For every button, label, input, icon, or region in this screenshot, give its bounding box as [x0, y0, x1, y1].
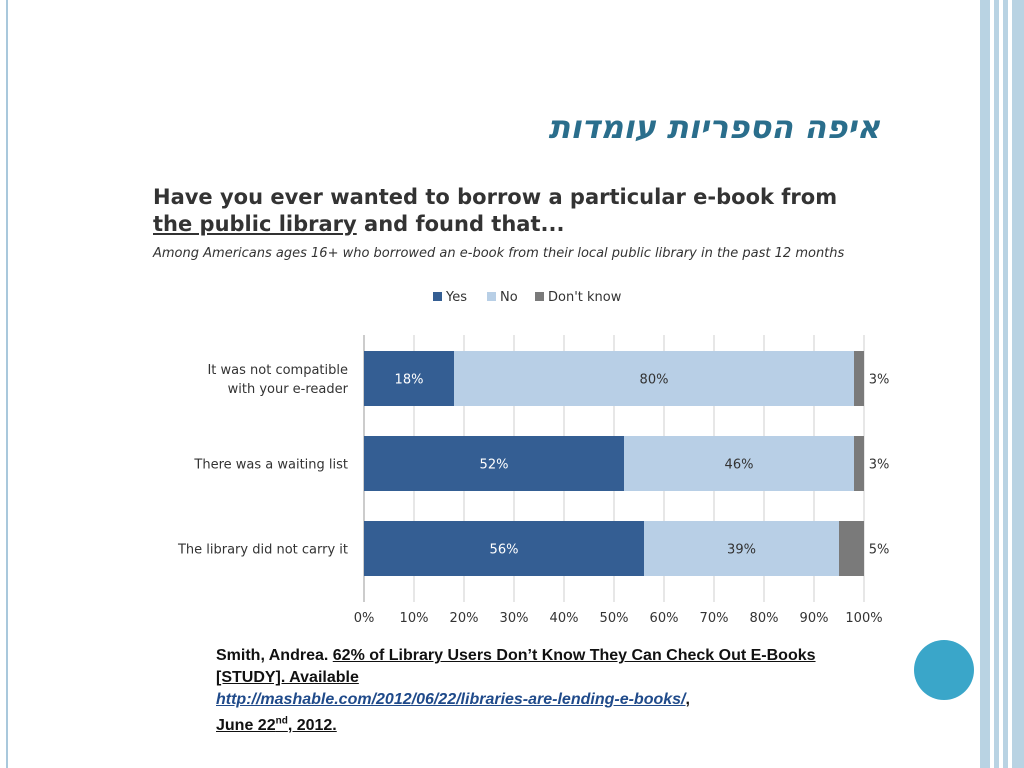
citation-link[interactable]: http://mashable.com/2012/06/22/libraries… [216, 691, 686, 708]
x-tick-label: 60% [650, 611, 679, 626]
bar-segment [364, 351, 454, 406]
legend-swatch [535, 292, 544, 301]
chart-title-underlined: the public library [153, 212, 357, 236]
data-label: 80% [640, 373, 669, 388]
legend-swatch [433, 292, 442, 301]
data-label: 3% [869, 373, 890, 388]
legend-label: Don't know [548, 290, 622, 305]
data-label: 5% [869, 543, 890, 558]
legend-swatch [487, 292, 496, 301]
citation-date: June 22nd, 2012. [216, 716, 337, 735]
bar-segment [454, 351, 854, 406]
stacked-bar-chart: Yes No Don't know 0% 10% 20% 30% 40% 50% 60% 70% 80… [177, 290, 890, 626]
x-tick-label: 40% [550, 611, 579, 626]
citation-author: Smith, Andrea [216, 647, 324, 664]
legend-label: No [500, 290, 518, 305]
x-tick-label: 0% [354, 611, 375, 626]
chart-title-before: Have you ever wanted to borrow a particu… [153, 185, 838, 209]
citation: Smith, Andrea. 62% of Library Users Don’… [216, 647, 816, 735]
bar-segment [854, 351, 864, 406]
data-label: 56% [490, 543, 519, 558]
slide-frame-right-stripes [976, 0, 1024, 768]
x-tick-label: 20% [450, 611, 479, 626]
category-label: It was not compatible with your e-reader [207, 363, 348, 397]
data-label: 52% [480, 458, 509, 473]
legend-label: Yes [445, 290, 467, 305]
chart-title-after: and found that... [356, 212, 565, 236]
bar-segment [364, 521, 644, 576]
bar-segment [854, 436, 864, 491]
x-tick-label: 80% [750, 611, 779, 626]
bar-segment [364, 436, 624, 491]
data-label: 18% [395, 373, 424, 388]
chart-title: Have you ever wanted to borrow a particu… [153, 184, 873, 238]
x-tick-label: 30% [500, 611, 529, 626]
slide-frame-left-line [6, 0, 8, 768]
x-tick-label: 90% [800, 611, 829, 626]
bar-segment [644, 521, 839, 576]
data-label: 46% [725, 458, 754, 473]
category-label: There was a waiting list [193, 458, 348, 473]
x-tick-label: 50% [600, 611, 629, 626]
x-tick-label: 100% [845, 611, 882, 626]
citation-title: 62% of Library Users Don’t Know They Can… [216, 647, 816, 686]
data-label: 39% [727, 543, 756, 558]
x-tick-label: 10% [400, 611, 429, 626]
slide-title: איפה הספריות עומדות [548, 108, 880, 146]
category-label: The library did not carry it [177, 543, 348, 558]
x-tick-label: 70% [700, 611, 729, 626]
data-label: 3% [869, 458, 890, 473]
chart-subtitle: Among Americans ages 16+ who borrowed an… [153, 246, 845, 261]
bar-segment [624, 436, 854, 491]
decorative-circle [914, 640, 974, 700]
bar-segment [839, 521, 864, 576]
